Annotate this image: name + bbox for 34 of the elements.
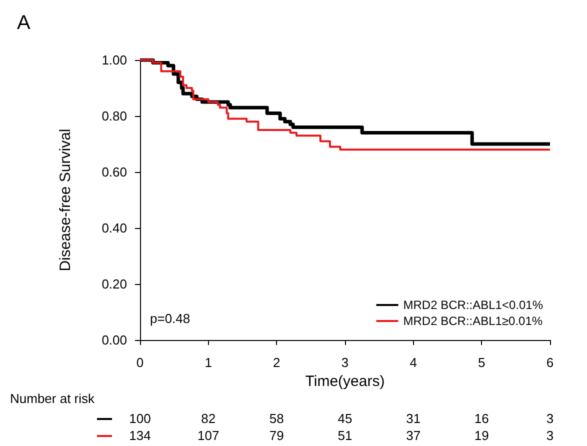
y-tick-label: 0.40 bbox=[102, 220, 127, 236]
x-axis-title: Time(years) bbox=[305, 373, 385, 390]
text: 19 bbox=[474, 428, 489, 443]
x-tick-label: 4 bbox=[410, 355, 417, 370]
x-tick-label: 2 bbox=[273, 355, 280, 370]
text: 134 bbox=[129, 428, 151, 443]
text: 3 bbox=[546, 428, 554, 443]
text: Number at risk bbox=[10, 391, 96, 406]
legend-label: MRD2 BCR::ABL1≥0.01% bbox=[403, 314, 543, 328]
x-tick-label: 1 bbox=[204, 355, 212, 370]
text: 31 bbox=[406, 411, 421, 426]
y-tick-label: 0.20 bbox=[102, 276, 127, 292]
text: 45 bbox=[338, 411, 352, 426]
text: 79 bbox=[269, 428, 284, 443]
x-tick-label: 0 bbox=[136, 355, 144, 370]
chart-title: A bbox=[17, 12, 31, 34]
text: 82 bbox=[201, 411, 216, 426]
y-tick-label: 0.80 bbox=[102, 108, 127, 124]
text: 51 bbox=[338, 428, 352, 443]
x-tick-label: 3 bbox=[341, 355, 349, 370]
x-tick-label: 6 bbox=[546, 355, 554, 370]
annotation: p=0.48 bbox=[150, 311, 190, 326]
text: 37 bbox=[406, 428, 421, 443]
text: 3 bbox=[546, 411, 554, 426]
text: 16 bbox=[474, 411, 489, 426]
y-axis-title: Disease-free Survival bbox=[57, 128, 74, 272]
legend-label: MRD2 BCR::ABL1<0.01% bbox=[403, 298, 544, 312]
text: 100 bbox=[129, 411, 151, 426]
y-tick-label: 0.60 bbox=[102, 164, 127, 180]
y-tick-label: 0.00 bbox=[102, 332, 127, 348]
text: 107 bbox=[197, 428, 220, 443]
y-tick-label: 1.00 bbox=[102, 52, 127, 68]
text: 58 bbox=[269, 411, 284, 426]
x-tick-label: 5 bbox=[478, 355, 486, 370]
